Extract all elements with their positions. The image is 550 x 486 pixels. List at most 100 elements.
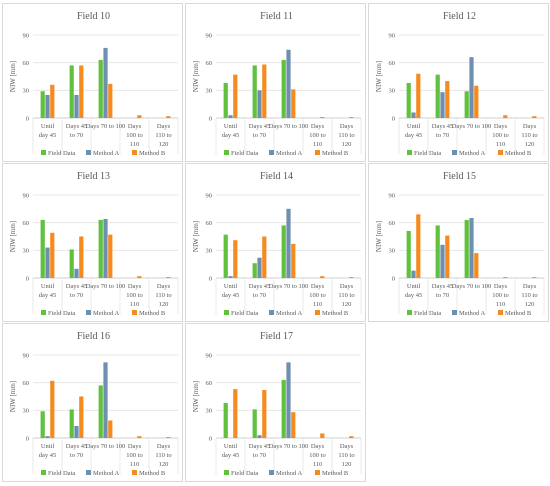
- bar-field-data: [406, 230, 411, 278]
- chart-svg: Field 12 0 30 60 90 NIW [mm] Until day 45 Days 4…: [375, 11, 545, 157]
- x-category-label: Days 70 to 100: [452, 123, 492, 130]
- x-category-label: Days 70 to 100: [269, 123, 309, 130]
- bar-field-data: [40, 219, 45, 278]
- y-tick-label: 90: [23, 352, 30, 359]
- y-axis-label: NIW [mm]: [192, 381, 200, 412]
- x-category-label: Days: [157, 283, 171, 290]
- bar-method-a: [74, 426, 79, 438]
- legend-swatch: [41, 150, 46, 155]
- legend-label: Method B: [322, 150, 349, 157]
- bar-method-b: [445, 235, 450, 278]
- y-axis-label: NIW [mm]: [9, 381, 17, 412]
- bar-field-data: [435, 74, 440, 118]
- legend-swatch: [498, 310, 503, 315]
- y-tick-label: 90: [23, 32, 30, 39]
- x-category-label: Days 45: [66, 123, 87, 130]
- bar-method-b: [320, 276, 325, 278]
- legend-label: Field Data: [48, 150, 75, 157]
- y-tick-label: 0: [392, 275, 395, 282]
- chart-svg: Field 17 0 30 60 90 NIW [mm] Until day 45 Days 4…: [192, 331, 362, 477]
- y-tick-label: 90: [206, 192, 213, 199]
- x-category-label: Until: [41, 283, 55, 290]
- bar-field-data: [406, 82, 411, 118]
- legend-swatch: [407, 310, 412, 315]
- y-axis-label: NIW [mm]: [192, 61, 200, 92]
- bar-field-data: [464, 219, 469, 278]
- bar-method-b: [532, 277, 537, 278]
- x-category-label: 110 to: [521, 292, 537, 299]
- y-tick-label: 0: [209, 435, 212, 442]
- bar-field-data: [40, 411, 45, 438]
- x-category-label: 110: [130, 301, 140, 308]
- x-category-label: Days 45: [432, 123, 453, 130]
- x-category-label: Days 45: [432, 283, 453, 290]
- bar-method-a: [469, 218, 474, 278]
- bar-method-a: [257, 435, 262, 438]
- bar-method-b: [108, 420, 113, 438]
- x-category-label: Until: [224, 283, 238, 290]
- x-category-label: to 70: [436, 132, 449, 139]
- bar-field-data: [281, 59, 286, 118]
- bar-method-b: [108, 234, 113, 278]
- bar-field-data: [223, 82, 228, 118]
- x-category-label: 110: [130, 461, 140, 468]
- bar-field-data: [252, 65, 257, 118]
- y-tick-label: 90: [389, 192, 396, 199]
- x-category-label: 110: [313, 461, 323, 468]
- x-category-label: Until: [41, 443, 55, 450]
- y-tick-label: 60: [389, 220, 396, 227]
- y-axis-label: NIW [mm]: [9, 61, 17, 92]
- legend-swatch: [315, 470, 320, 475]
- chart-panel-7: Field 16 0 30 60 90 NIW [mm] Until day 45 Days 4…: [2, 323, 183, 482]
- bar-method-b: [416, 214, 421, 278]
- chart-title: Field 14: [260, 171, 293, 182]
- x-category-label: 100 to: [309, 132, 325, 139]
- bar-field-data: [69, 249, 74, 278]
- bar-method-b: [166, 116, 171, 118]
- x-category-label: Until: [407, 123, 421, 130]
- x-category-label: Days 70 to 100: [86, 123, 126, 130]
- bar-method-b: [137, 115, 142, 118]
- x-category-label: 110: [130, 141, 140, 148]
- bar-method-b: [349, 436, 354, 438]
- legend-swatch: [315, 310, 320, 315]
- chart-panel-8: Field 17 0 30 60 90 NIW [mm] Until day 45 Days 4…: [185, 323, 366, 482]
- y-tick-label: 0: [26, 115, 29, 122]
- bar-method-b: [503, 115, 508, 118]
- x-category-label: 100 to: [492, 132, 508, 139]
- bar-field-data: [281, 225, 286, 278]
- bar-method-a: [257, 257, 262, 278]
- bar-method-a: [411, 270, 416, 278]
- legend-swatch: [224, 470, 229, 475]
- bar-method-a: [469, 57, 474, 118]
- x-category-label: 120: [525, 141, 535, 148]
- x-category-label: Days 45: [66, 443, 87, 450]
- bar-method-a: [257, 90, 262, 118]
- bar-method-b: [137, 276, 142, 278]
- y-tick-label: 30: [389, 88, 396, 95]
- chart-title: Field 13: [77, 171, 110, 182]
- chart-panel-6: Field 15 0 30 60 90 NIW [mm] Until day 45 Days 4…: [368, 163, 549, 322]
- legend-label: Field Data: [48, 470, 75, 477]
- x-category-label: 110 to: [521, 132, 537, 139]
- x-category-label: Days: [128, 283, 142, 290]
- legend-swatch: [407, 150, 412, 155]
- legend-label: Method B: [139, 470, 166, 477]
- bar-field-data: [69, 65, 74, 118]
- x-category-label: day 45: [405, 292, 423, 299]
- x-category-label: 120: [159, 141, 169, 148]
- x-category-label: Days: [157, 443, 171, 450]
- x-category-label: 110: [496, 141, 506, 148]
- legend-swatch: [269, 310, 274, 315]
- legend-label: Method B: [322, 470, 349, 477]
- x-category-label: 120: [342, 141, 352, 148]
- bar-field-data: [98, 219, 103, 278]
- bar-method-b: [50, 380, 55, 438]
- bar-method-a: [440, 244, 445, 278]
- bar-method-a: [228, 115, 233, 118]
- x-category-label: Days 70 to 100: [86, 443, 126, 450]
- legend-swatch: [315, 150, 320, 155]
- legend-swatch: [452, 310, 457, 315]
- legend-swatch: [269, 470, 274, 475]
- x-category-label: Days: [157, 123, 171, 130]
